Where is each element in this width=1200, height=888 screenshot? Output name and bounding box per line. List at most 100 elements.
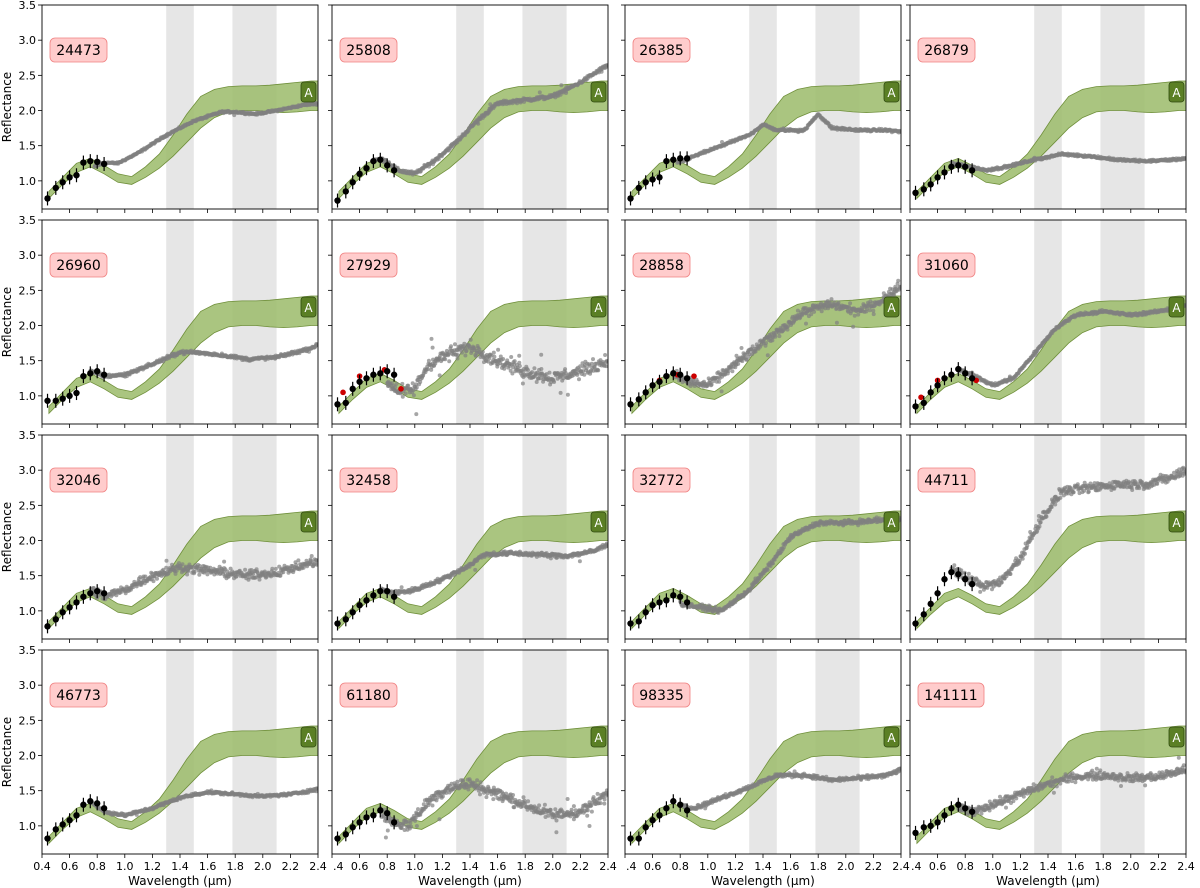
telluric-band [1034,5,1062,209]
asteroid-id-label: 26879 [924,43,969,59]
spectrum-point [738,135,743,140]
y-tick-label: 1.5 [19,355,37,368]
spectrum-point [577,377,581,382]
photometry-point [52,184,59,192]
photometry-point [334,620,341,627]
spectrum-point [204,115,209,120]
spectrum-point [449,344,453,349]
y-tick-label: 1.5 [19,570,37,583]
photometry-point [52,397,59,404]
spectrum-point [222,559,227,564]
spectrum-point [744,357,749,362]
spectrum-point [896,278,901,283]
spectrum-point [563,367,568,372]
spectrum-point [966,571,971,576]
photometry-point [390,371,398,378]
spectrum-point [414,412,419,417]
telluric-band [749,435,777,639]
spectrum-point [260,571,265,576]
spectrum-point [270,566,275,571]
photometry-point [683,599,691,606]
spectrum-point [480,349,485,354]
spectrum-point [552,371,557,376]
telluric-band [456,220,484,424]
photometry-point [66,392,73,400]
spectrum-point [1007,374,1012,379]
photometry-point [44,623,51,630]
asteroid-id-label: 24473 [56,43,101,59]
photometry-point [663,372,670,380]
spectrum-point [205,572,210,577]
y-axis-label: Reflectance [0,717,14,787]
spectrum-point [564,91,569,95]
spectrum-point [892,292,897,297]
y-tick-label: 2.0 [19,535,37,548]
spectrum-point [460,350,464,355]
panel-plot-area [334,5,608,209]
spectrum-point [1039,157,1044,162]
photometry-point [87,370,94,377]
spectrum-point [881,291,886,296]
spectrum-point [410,381,415,386]
spectrum-point [869,129,874,134]
spectrum-point [138,575,143,580]
asteroid-id-label: 26385 [639,43,684,59]
spectrum-point [398,391,403,396]
photometry-point [635,396,642,403]
photometry-point [635,184,642,192]
spectrum-point [871,308,876,313]
spectrum-point [867,308,872,313]
spectrum-point [719,389,724,394]
spectrum-point [990,166,995,171]
spectrum-point [429,336,434,341]
class-badge-label: A [594,301,603,315]
spectrum-point [443,357,448,362]
photometry-point [363,597,370,604]
photometry-point [349,385,356,393]
spectrum-point [770,338,775,343]
spectrum-point [403,391,408,396]
spectrum-point [502,366,507,371]
spectrum-point [559,83,564,88]
spectrum-point [1032,155,1037,160]
spectrum-point [856,523,861,528]
class-badge-label: A [594,86,603,100]
asteroid-id-label: 32772 [639,473,684,489]
photometry-point [927,389,934,396]
photometry-point [670,156,677,163]
spectrum-point [487,356,492,361]
spectrum-point [539,367,544,371]
spectrum-point [517,360,522,365]
spectrum-point [1076,152,1081,157]
spectrum-point [173,571,178,576]
photometry-point [44,397,51,404]
photometry-point [670,370,677,377]
spectrum-point [717,379,722,384]
spectrum-point [488,102,493,107]
photometry-point [670,592,677,599]
template-envelope [916,510,1186,630]
spectrum-point [315,101,318,106]
spectrum-point [565,392,570,397]
spectrum-point [228,566,233,571]
photometry-point [941,169,948,176]
telluric-band [749,220,777,424]
spectrum-point [856,312,861,317]
spectrum-point [492,354,497,359]
spectrum-point [952,563,957,568]
class-badge [590,511,607,533]
photometry-point [642,389,649,396]
photometry-point [384,162,391,169]
photometry-point [955,162,962,169]
photometry-point [87,157,94,165]
panel-plot-area [627,5,901,209]
x-axis-label: Wavelength (µm) [418,874,522,888]
asteroid-id-label: 32046 [56,473,101,489]
spectrum-point [195,565,200,570]
spectrum-point [393,385,398,390]
photometry-point [948,371,955,378]
spectrum-point [726,369,731,374]
